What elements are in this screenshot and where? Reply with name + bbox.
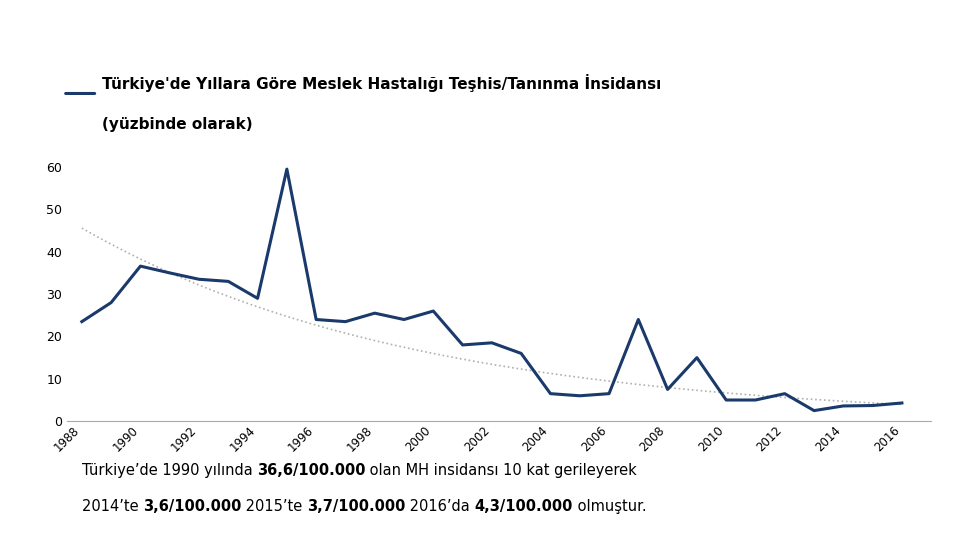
Text: 3,6/100.000: 3,6/100.000: [143, 499, 241, 514]
Text: olan MH insidansı 10 kat gerileyerek: olan MH insidansı 10 kat gerileyerek: [366, 463, 637, 478]
Text: 2016’da: 2016’da: [405, 499, 475, 514]
Text: olmuştur.: olmuştur.: [573, 499, 647, 514]
Text: Türkiye’de 1990 yılında: Türkiye’de 1990 yılında: [82, 463, 257, 478]
Text: 3,7/100.000: 3,7/100.000: [307, 499, 405, 514]
Text: 2014’te: 2014’te: [82, 499, 143, 514]
Text: Türkiye'de Yıllara Göre Meslek Hastalığı Teşhis/Tanınma İnsidansı: Türkiye'de Yıllara Göre Meslek Hastalığı…: [102, 74, 661, 92]
Text: (yüzbinde olarak): (yüzbinde olarak): [102, 117, 252, 132]
Text: 4,3/100.000: 4,3/100.000: [475, 499, 573, 514]
Text: 2015’te: 2015’te: [241, 499, 307, 514]
Text: 36,6/100.000: 36,6/100.000: [257, 463, 366, 478]
